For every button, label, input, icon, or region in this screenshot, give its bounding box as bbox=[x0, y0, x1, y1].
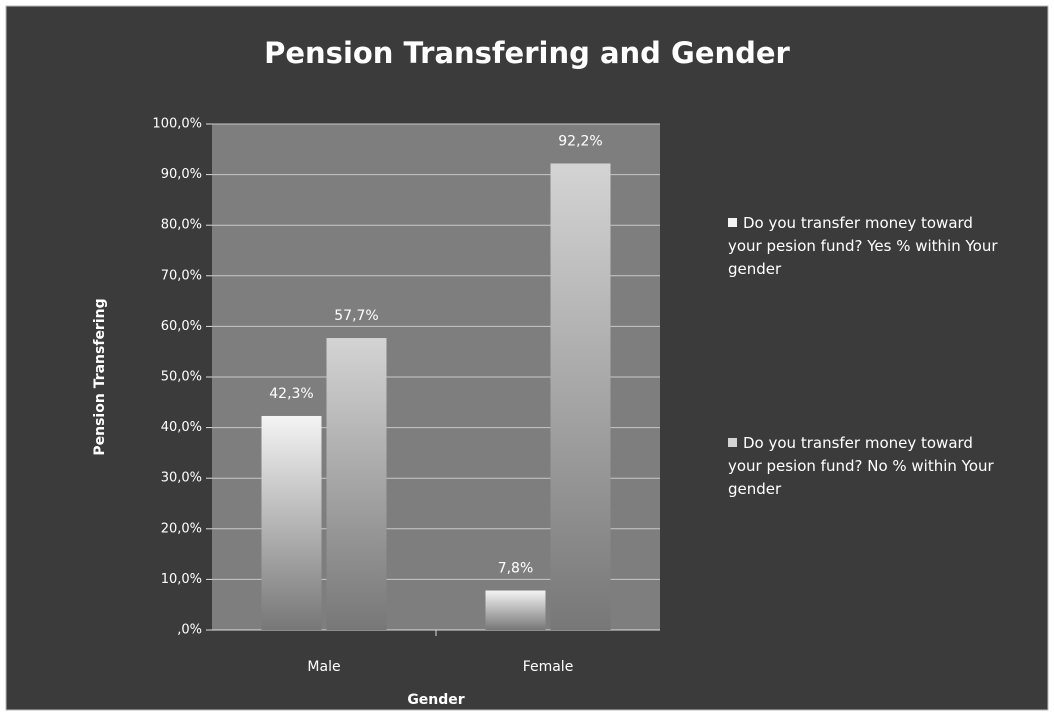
y-tick-label: 40,0% bbox=[161, 420, 202, 435]
x-tick-label: Female bbox=[523, 659, 574, 675]
bar bbox=[261, 415, 322, 630]
legend-swatch bbox=[728, 438, 737, 447]
y-tick-label: 50,0% bbox=[161, 370, 202, 385]
legend-label: Do you transfer money toward your pesion… bbox=[728, 434, 994, 498]
y-tick-label: 20,0% bbox=[161, 521, 202, 536]
legend-label: Do you transfer money toward your pesion… bbox=[728, 214, 998, 278]
y-tick-label: 70,0% bbox=[161, 268, 202, 283]
y-tick-label: 80,0% bbox=[161, 218, 202, 233]
x-axis-label: Gender bbox=[407, 692, 464, 708]
bar bbox=[485, 590, 546, 630]
legend-entry: Do you transfer money toward your pesion… bbox=[728, 432, 998, 501]
chart-title: Pension Transfering and Gender bbox=[264, 36, 790, 70]
y-tick-label: 100,0% bbox=[152, 117, 202, 132]
y-tick-label: 30,0% bbox=[161, 471, 202, 486]
bar bbox=[326, 338, 387, 630]
legend-entry: Do you transfer money toward your pesion… bbox=[728, 212, 998, 281]
x-tick-label: Male bbox=[307, 659, 340, 675]
y-tick-label: 10,0% bbox=[161, 572, 202, 587]
value-label: 7,8% bbox=[498, 561, 534, 577]
y-tick-label: 90,0% bbox=[161, 167, 202, 182]
value-label: 92,2% bbox=[558, 133, 602, 149]
y-tick-label: ,0% bbox=[177, 623, 202, 638]
bar bbox=[550, 163, 611, 630]
y-tick-label: 60,0% bbox=[161, 319, 202, 334]
value-label: 57,7% bbox=[334, 308, 378, 324]
y-axis-label: Pension Transfering bbox=[92, 298, 108, 455]
value-label: 42,3% bbox=[269, 386, 313, 402]
legend-swatch bbox=[728, 218, 737, 227]
